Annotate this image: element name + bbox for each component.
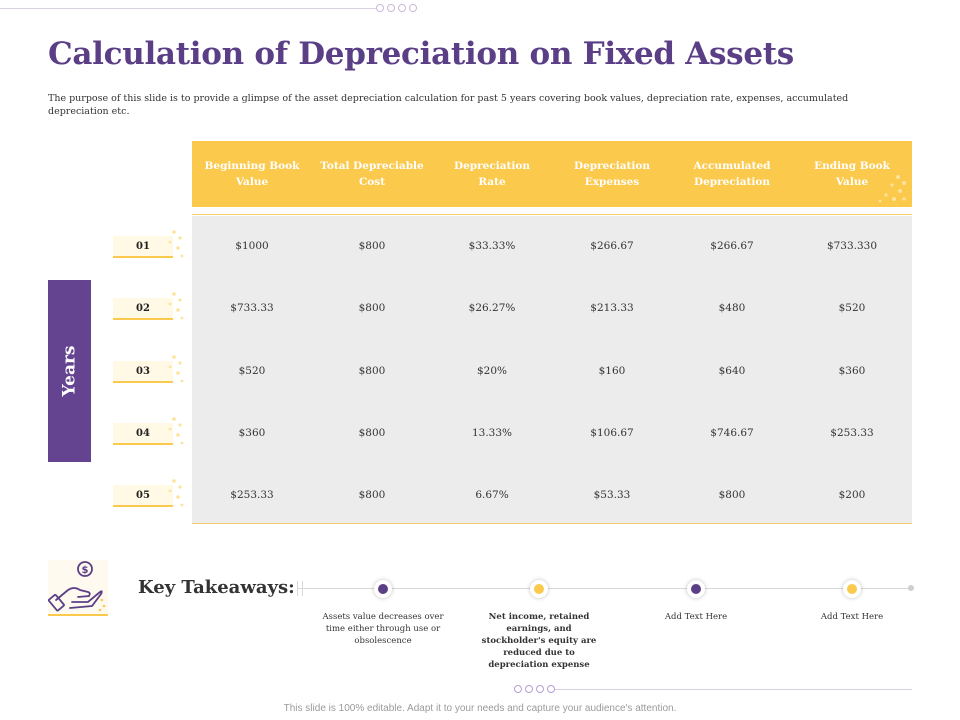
table-cell: $800 — [358, 302, 386, 314]
takeaway-text-1: Assets value decreases over time either … — [322, 612, 444, 646]
table-cell: $480 — [718, 302, 746, 314]
table-row: $1000 $800 $33.33% $266.67 $266.67 $733.… — [192, 240, 912, 260]
page-subtitle: The purpose of this slide is to provide … — [48, 93, 849, 117]
year-label-01: 01 — [113, 236, 173, 258]
table-cell: $53.33 — [593, 489, 631, 501]
header-total-depreciable-cost: Total Depreciable Cost — [320, 160, 424, 188]
top-decorative-circles — [376, 4, 417, 12]
header-beginning-book-value: Beginning Book Value — [204, 160, 300, 188]
table-cell: $200 — [838, 489, 866, 501]
year-label-05: 05 — [113, 485, 173, 507]
table-cell: $746.67 — [710, 427, 754, 439]
takeaway-dot-1 — [374, 580, 392, 598]
header-depreciation-rate: Depreciation Rate — [453, 160, 530, 188]
takeaway-text-3: Add Text Here — [664, 612, 728, 622]
table-cell: $266.67 — [590, 240, 634, 252]
years-bar: Years — [48, 280, 91, 462]
table-cell: $520 — [838, 302, 866, 314]
table-cell: $800 — [358, 427, 386, 439]
page-title: Calculation of Depreciation on Fixed Ass… — [48, 36, 794, 72]
table-row: $520 $800 $20% $160 $640 $360 — [192, 365, 912, 385]
table-cell: $733.330 — [826, 240, 878, 252]
header-depreciation-expenses: Depreciation Expenses — [573, 160, 650, 188]
key-takeaways-label: Key Takeaways: — [138, 577, 295, 598]
svg-text:$: $ — [82, 565, 89, 576]
table-cell: $800 — [358, 489, 386, 501]
table-cell: $800 — [718, 489, 746, 501]
table-cell: $213.33 — [590, 302, 634, 314]
table-cell: $33.33% — [468, 240, 516, 252]
takeaway-text-4: Add Text Here — [820, 612, 884, 622]
header-divider — [192, 214, 912, 215]
footer-note: This slide is 100% editable. Adapt it to… — [283, 703, 677, 714]
table-cell: $360 — [838, 365, 866, 377]
table-cell: $800 — [358, 240, 386, 252]
table-cell: $266.67 — [710, 240, 754, 252]
depreciation-table-body: $1000 $800 $33.33% $266.67 $266.67 $733.… — [192, 216, 912, 524]
table-cell: $520 — [238, 365, 266, 377]
year-label-03: 03 — [113, 361, 173, 383]
year-label-02: 02 — [113, 298, 173, 320]
takeaway-text-2: Net income, retained earnings, and stock… — [481, 612, 597, 670]
dollar-hand-icon: $ — [47, 560, 108, 616]
table-cell: 13.33% — [471, 427, 513, 439]
takeaway-dot-2 — [530, 580, 548, 598]
table-cell: $26.27% — [468, 302, 516, 314]
table-cell: $160 — [598, 365, 626, 377]
top-divider-line — [0, 8, 376, 9]
takeaway-dot-4 — [843, 580, 861, 598]
year-decorative-dots — [168, 230, 184, 507]
header-accumulated-depreciation: Accumulated Depreciation — [693, 160, 771, 188]
header-ending-book-value: Ending Book Value — [814, 160, 890, 188]
table-row: $733.33 $800 $26.27% $213.33 $480 $520 — [192, 302, 912, 322]
table-cell: $253.33 — [830, 427, 874, 439]
table-cell: $733.33 — [230, 302, 274, 314]
table-cell: $640 — [718, 365, 746, 377]
table-cell: $253.33 — [230, 489, 274, 501]
year-label-04: 04 — [113, 423, 173, 445]
table-header: Beginning Book Value Total Depreciable C… — [192, 141, 912, 207]
takeaway-dot-3 — [687, 580, 705, 598]
timeline-tick — [297, 581, 298, 596]
table-row: $360 $800 13.33% $106.67 $746.67 $253.33 — [192, 427, 912, 447]
years-label: Years — [59, 345, 80, 397]
bottom-decorative-circles — [514, 685, 555, 693]
header-decorative-dots — [878, 175, 906, 203]
takeaways-timeline — [297, 588, 912, 589]
table-cell: $20% — [476, 365, 508, 377]
table-cell: $106.67 — [590, 427, 634, 439]
table-row: $253.33 $800 6.67% $53.33 $800 $200 — [192, 489, 912, 509]
table-cell: 6.67% — [475, 489, 509, 501]
timeline-end-dot — [908, 585, 914, 591]
table-cell: $1000 — [235, 240, 269, 252]
table-cell: $800 — [358, 365, 386, 377]
bottom-divider-line — [555, 689, 912, 690]
table-cell: $360 — [238, 427, 266, 439]
timeline-tick — [302, 581, 303, 596]
